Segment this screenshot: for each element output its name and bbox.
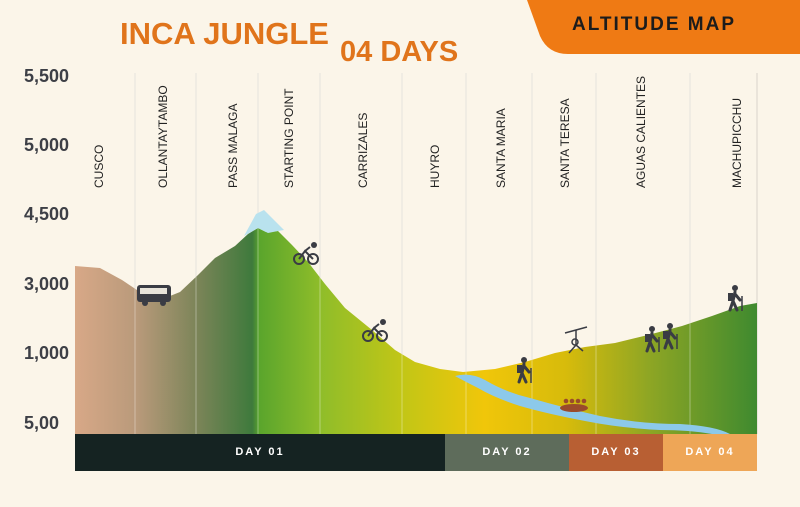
river: [455, 374, 730, 434]
day-segment: [445, 434, 569, 471]
y-tick-label: 3,000: [24, 274, 70, 294]
zipline-icon: [564, 326, 588, 354]
day-bar: [75, 434, 757, 471]
banner-label: ALTITUDE MAP: [572, 14, 737, 35]
day-label: DAY 01: [235, 446, 285, 458]
icons-layer: [137, 242, 743, 412]
day-segment: [569, 434, 663, 471]
location-label: OLLANTAYTAMBO: [156, 85, 170, 188]
day-label: DAY 03: [591, 446, 641, 458]
day-label: DAY 04: [685, 446, 735, 458]
terrain-layer: [75, 73, 757, 434]
hikers-icon: [645, 326, 660, 353]
location-label: CUSCO: [92, 144, 106, 188]
title-line1: INCA JUNGLE: [120, 16, 329, 51]
location-label: STARTING POINT: [282, 88, 296, 188]
location-label: MACHUPICCHU: [730, 98, 744, 188]
day-segment: [75, 434, 445, 471]
hiker-icon: [728, 285, 743, 312]
day-segment: [663, 434, 757, 471]
y-tick-label: 1,000: [24, 343, 70, 363]
snow-cap: [244, 210, 284, 236]
mountain-bike-icon: [362, 319, 388, 342]
location-label: SANTA MARIA: [494, 108, 508, 188]
hiker-icon: [517, 357, 532, 384]
y-tick-label: 4,500: [24, 204, 70, 224]
day-label: DAY 02: [482, 446, 532, 458]
location-label: SANTA TERESA: [558, 98, 572, 188]
location-label: PASS MALAGA: [226, 103, 240, 188]
y-tick-label: 5,000: [24, 135, 70, 155]
title-line2: 04 DAYS: [340, 36, 459, 68]
bus-icon: [137, 285, 171, 306]
y-tick-label: 5,00: [24, 413, 60, 433]
mountain-bike-icon: [293, 242, 319, 265]
location-label: HUYRO: [428, 144, 442, 188]
hikers-icon: [663, 323, 678, 350]
location-label: CARRIZALES: [356, 112, 370, 188]
y-tick-label: 5,500: [24, 66, 70, 86]
location-label: AGUAS CALIENTES: [634, 75, 648, 188]
terrain-area: [75, 228, 757, 434]
rafting-icon: [560, 398, 588, 412]
